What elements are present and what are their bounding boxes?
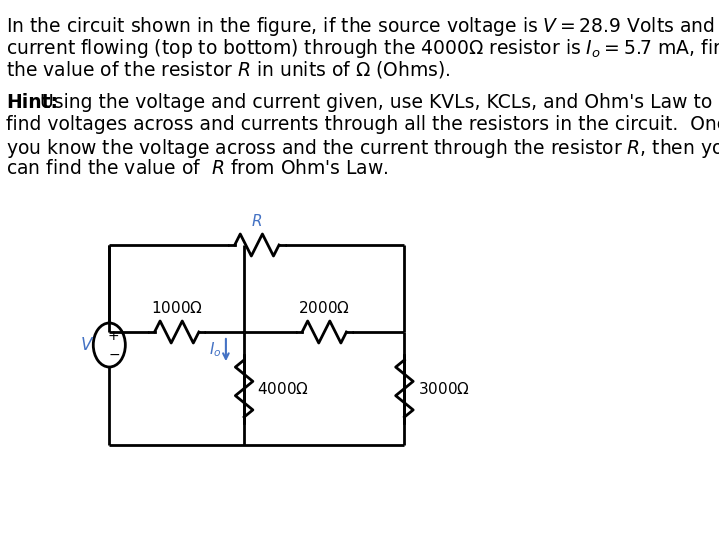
Text: $I_o$: $I_o$: [209, 341, 221, 359]
Text: Using the voltage and current given, use KVLs, KCLs, and Ohm's Law to: Using the voltage and current given, use…: [34, 93, 712, 112]
Text: can find the value of  $R$ from Ohm's Law.: can find the value of $R$ from Ohm's Law…: [6, 159, 388, 178]
Text: $-$: $-$: [108, 347, 120, 361]
Text: $1000\Omega$: $1000\Omega$: [151, 300, 203, 316]
Text: $V$: $V$: [81, 336, 95, 354]
Text: the value of the resistor $R$ in units of $\Omega$ (Ohms).: the value of the resistor $R$ in units o…: [6, 59, 451, 80]
Text: $2000\Omega$: $2000\Omega$: [298, 300, 350, 316]
Text: +: +: [108, 329, 119, 343]
Text: $4000\Omega$: $4000\Omega$: [257, 380, 309, 397]
Text: $3000\Omega$: $3000\Omega$: [418, 380, 470, 397]
Text: In the circuit shown in the figure, if the source voltage is $V = 28.9$ Volts an: In the circuit shown in the figure, if t…: [6, 15, 719, 38]
Text: you know the voltage across and the current through the resistor $R$, then you: you know the voltage across and the curr…: [6, 137, 719, 160]
Text: $R$: $R$: [251, 213, 262, 229]
Text: current flowing (top to bottom) through the $4000\Omega$ resistor is $I_o = 5.7$: current flowing (top to bottom) through …: [6, 37, 719, 60]
Text: Hint:: Hint:: [6, 93, 58, 112]
Text: find voltages across and currents through all the resistors in the circuit.  Onc: find voltages across and currents throug…: [6, 115, 719, 134]
